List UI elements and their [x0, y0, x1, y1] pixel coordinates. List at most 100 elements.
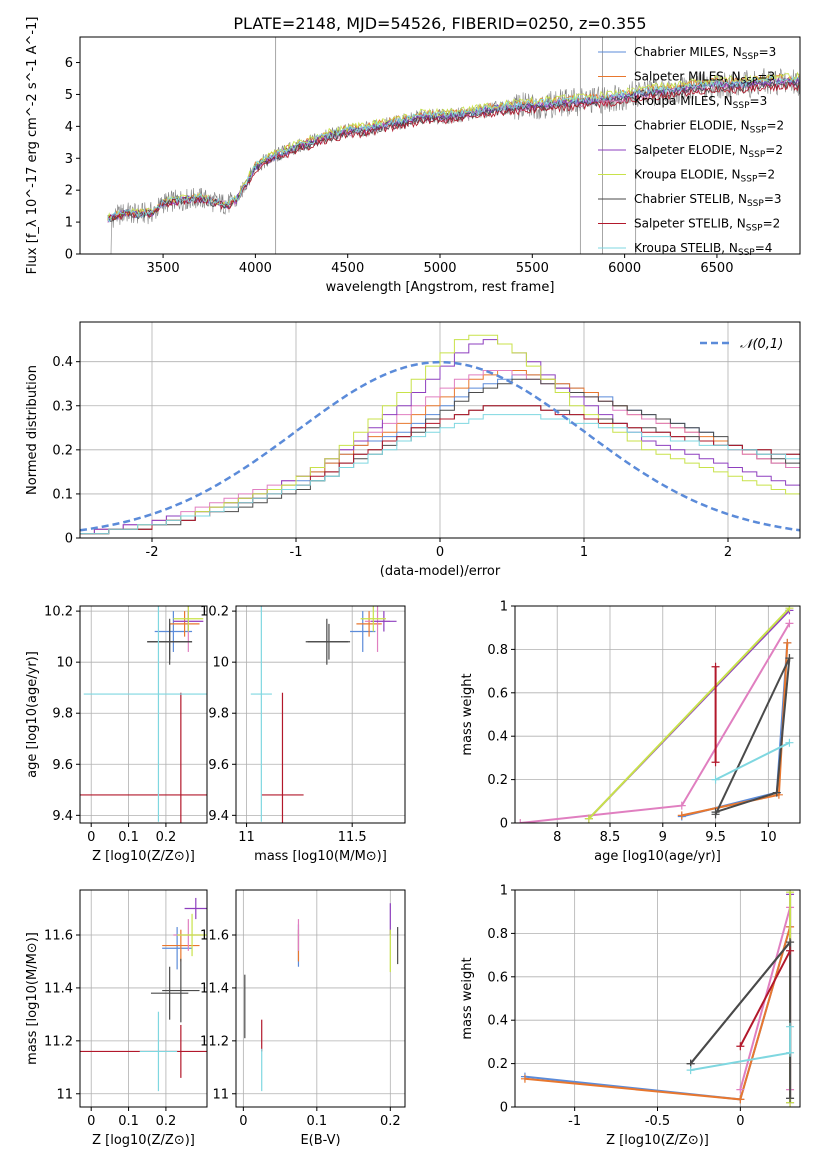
gaussian-curve: [80, 360, 800, 532]
x-tick-label: 3500: [147, 261, 180, 276]
y-tick-label: 1: [500, 600, 508, 615]
weight-line-8: [739, 950, 791, 1047]
y-tick-label: 0.2: [52, 443, 73, 458]
weight-marker: [785, 606, 794, 613]
y-tick-label: 9.6: [208, 758, 229, 773]
y-tick-label: 11.6: [44, 928, 73, 943]
plot-area: [520, 890, 795, 1107]
panel-2: -2 -1 0 1 2 0 0.1 0.2 0.3 0.4 (data-model)/error No…: [25, 321, 801, 579]
weight-marker: [736, 1042, 745, 1051]
weight-marker: [711, 758, 720, 767]
errorbar-1: [162, 927, 193, 970]
y-tick-label: 10: [56, 656, 73, 671]
x-axis-label: mass [log10(M/M⊙)]: [254, 849, 387, 864]
x-tick-label: 0.1: [118, 1114, 139, 1129]
figure-title: PLATE=2148, MJD=54526, FIBERID=0250, z=0…: [233, 14, 646, 33]
y-tick-label: 9.4: [52, 809, 73, 824]
weight-marker: [785, 619, 794, 628]
plot-area: [80, 606, 207, 823]
x-tick-label: 0: [87, 1114, 95, 1129]
x-axis-label: wavelength [Angstrom, rest frame]: [326, 280, 555, 295]
errorbar-7: [147, 623, 193, 660]
errorbar-9: [83, 606, 207, 822]
panel-3: 0 0.1 0.2 9.4 9.6 9.8 10 10.2 Z [log10(Z/Z⊙)] age…: [25, 605, 208, 864]
weight-marker: [786, 938, 795, 947]
y-tick-label: 9.4: [208, 809, 229, 824]
legend-label-6: Kroupa ELODIE, NSSP=2: [634, 168, 775, 185]
x-tick-label: 2: [724, 545, 732, 560]
y-tick-label: 4: [65, 120, 73, 135]
errorbar-7: [307, 623, 351, 660]
x-tick-label: 4500: [331, 261, 364, 276]
weight-marker: [711, 775, 720, 784]
histogram-6: [80, 334, 800, 535]
plot-area: [244, 903, 399, 1092]
y-tick-label: 1: [500, 884, 508, 899]
weight-marker: [516, 819, 525, 823]
model-spectrum-2: [107, 74, 800, 221]
y-tick-label: 0.2: [487, 773, 508, 788]
x-tick-label: -2: [146, 545, 159, 560]
weight-line-4: [714, 657, 791, 815]
y-tick-label: 0.4: [487, 1014, 508, 1029]
axes-frame: [235, 889, 406, 1108]
x-tick-label: 5000: [423, 261, 456, 276]
y-tick-label: 0.4: [487, 730, 508, 745]
plot-area: [250, 606, 397, 823]
errorbar-6: [177, 913, 207, 957]
y-tick-label: 11: [212, 1087, 229, 1102]
x-tick-label: 4000: [239, 261, 272, 276]
y-tick-label: 0: [65, 248, 73, 263]
y-tick-label: 6: [65, 56, 73, 71]
errorbar-1: [350, 611, 376, 652]
legend-label-4: Chabrier ELODIE, NSSP=2: [634, 119, 784, 136]
y-tick-label: 2: [65, 184, 73, 199]
y-tick-label: 1: [65, 216, 73, 231]
weight-marker: [711, 808, 720, 817]
plot-area: [107, 37, 800, 254]
x-axis-label: (data-model)/error: [380, 564, 501, 579]
weight-marker: [772, 788, 781, 797]
x-axis-label: Z [log10(Z/Z⊙)]: [92, 1133, 195, 1148]
x-axis-label: Z [log10(Z/Z⊙)]: [92, 849, 195, 864]
weight-marker: [677, 801, 686, 810]
weight-line-2: [681, 642, 789, 817]
x-tick-label: 10: [760, 830, 777, 845]
y-tick-label: 0.3: [52, 399, 73, 414]
errorbar-8: [80, 1024, 207, 1078]
y-tick-label: 0.6: [487, 970, 508, 985]
histogram-9: [80, 414, 800, 535]
errorbar-6: [360, 606, 386, 632]
panel-6: 0 0.1 0.2 11 11.2 11.4 11.6 Z [log10(Z/Z⊙)] mass…: [25, 889, 208, 1148]
panel-1: 3500 4000 4500 5000 5500 6000 6500 0 1 2 3 4 5 6 wavel…: [25, 17, 801, 295]
weight-marker: [686, 1066, 695, 1075]
errorbar-8: [261, 692, 304, 823]
weight-marker: [785, 654, 794, 663]
weight-marker: [520, 1074, 529, 1083]
weight-marker: [786, 1048, 795, 1057]
errorbar-9: [250, 606, 272, 822]
x-tick-label: 0: [436, 545, 444, 560]
x-tick-label: 0.2: [380, 1114, 401, 1129]
weight-marker: [584, 814, 593, 823]
x-tick-label: 8.5: [600, 830, 621, 845]
x-tick-label: -1: [290, 545, 303, 560]
x-tick-label: 1: [580, 545, 588, 560]
y-tick-label: 9.6: [52, 758, 73, 773]
errorbar-8: [80, 692, 207, 823]
y-tick-label: 0.2: [487, 1057, 508, 1072]
axes-frame: [79, 889, 208, 1108]
errorbar-5: [371, 611, 397, 632]
gaussian-legend-label: 𝒩(0,1): [740, 337, 783, 352]
y-tick-label: 0: [65, 532, 73, 547]
y-tick-label: 5: [65, 88, 73, 103]
errorbar-9: [139, 1011, 178, 1092]
weight-marker: [786, 890, 795, 897]
y-tick-label: 0.6: [487, 686, 508, 701]
errorbar-6: [173, 606, 204, 632]
y-tick-label: 10.2: [44, 605, 73, 620]
y-tick-label: 10.2: [200, 605, 229, 620]
axes-frame: [235, 605, 406, 824]
errorbar-1: [154, 611, 193, 652]
y-tick-label: 10: [212, 656, 229, 671]
